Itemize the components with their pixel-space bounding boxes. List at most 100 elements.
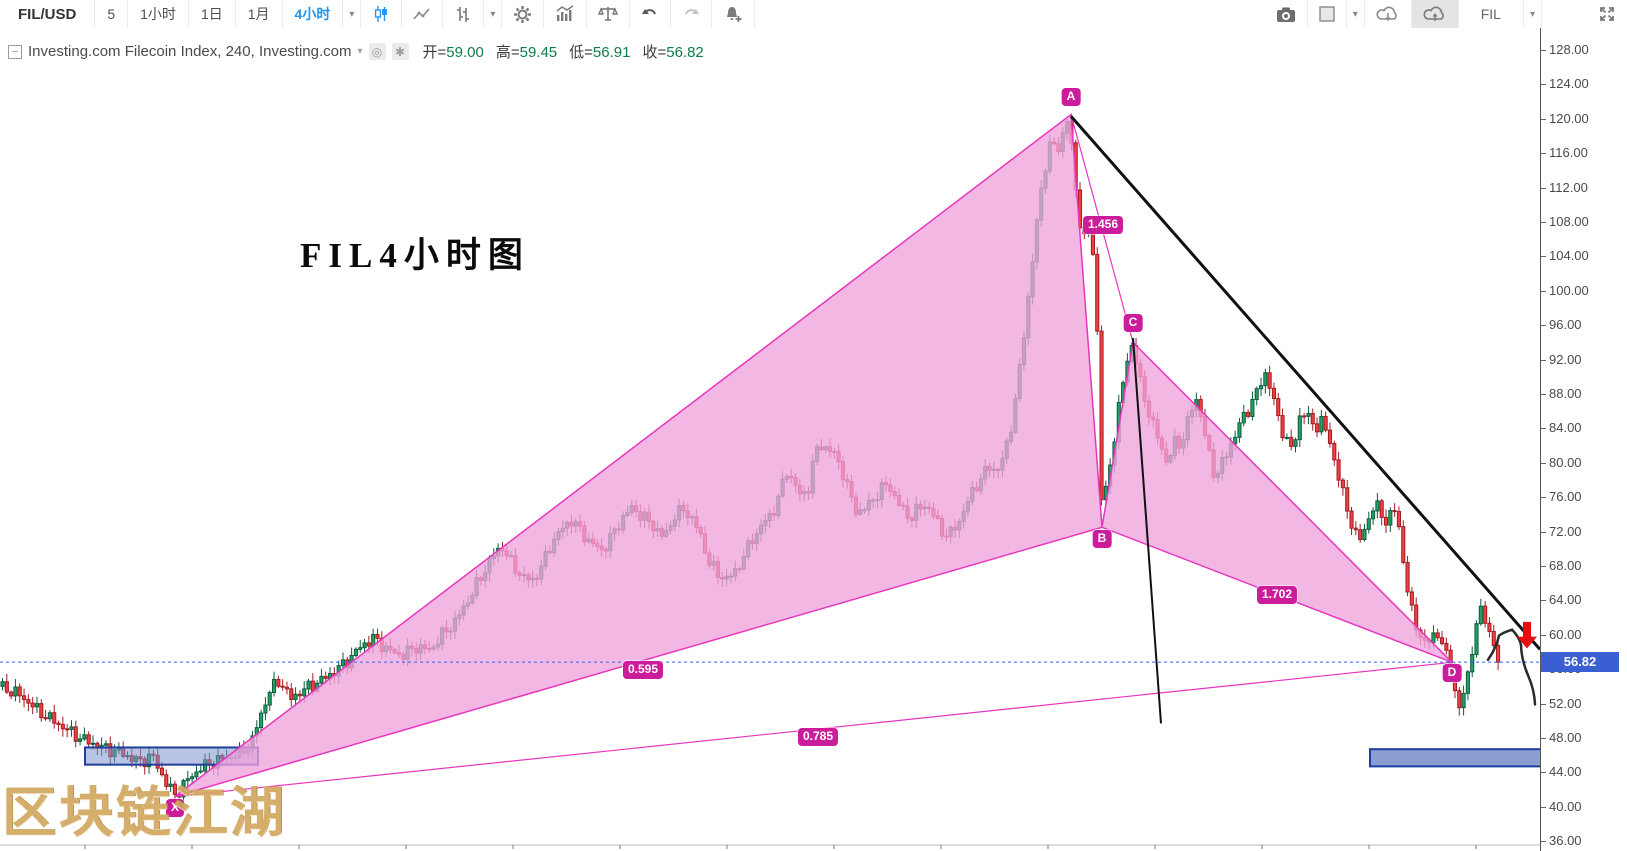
gear-icon: [514, 5, 532, 23]
interval-5m-button[interactable]: 5: [95, 0, 129, 28]
fullscreen-icon: [1600, 7, 1614, 21]
price-tick: 120.00: [1541, 110, 1589, 126]
price-tick: 128.00: [1541, 42, 1589, 57]
pattern-point-A[interactable]: A: [1061, 87, 1081, 106]
price-tick: 80.00: [1541, 454, 1582, 470]
price-tick: 44.00: [1541, 764, 1582, 780]
price-tick: 36.00: [1541, 833, 1582, 849]
layout-square-icon: [1319, 6, 1335, 22]
price-tick: 76.00: [1541, 489, 1582, 505]
chart-type-candles-button[interactable]: [361, 0, 403, 28]
save-chart-button[interactable]: [1411, 0, 1459, 28]
price-tick: 108.00: [1541, 214, 1589, 229]
redo-button[interactable]: [671, 0, 713, 28]
redo-arrow-icon: [685, 9, 700, 15]
interval-dropdown-caret[interactable]: ▾: [343, 0, 362, 28]
price-tick: 124.00: [1541, 76, 1589, 92]
low-value: 56.91: [592, 44, 631, 61]
interval-4h-button[interactable]: 4小时: [282, 0, 344, 28]
price-tick: 100.00: [1541, 282, 1589, 298]
interval-1h-button[interactable]: 1小时: [128, 0, 189, 28]
close-value: 56.82: [666, 44, 704, 61]
chart-type-caret[interactable]: ▾: [484, 0, 503, 28]
price-tick: 60.00: [1541, 626, 1582, 642]
legend-title[interactable]: Investing.com Filecoin Index, 240, Inves…: [28, 43, 352, 60]
top-toolbar: FIL/USD 5 1小时 1日 1月 4小时 ▾: [0, 0, 1627, 29]
layout-caret[interactable]: ▾: [1346, 0, 1365, 28]
legend-collapse-icon[interactable]: –: [8, 44, 22, 59]
price-tick: 52.00: [1541, 695, 1582, 711]
scales-icon: [598, 7, 619, 21]
ohlc-bars-icon: [457, 7, 470, 22]
pattern-point-D[interactable]: D: [1442, 664, 1462, 683]
ratio-label-0.595[interactable]: 0.595: [622, 661, 664, 680]
price-tick: 48.00: [1541, 730, 1582, 745]
legend-settings-button[interactable]: ✱: [391, 43, 409, 60]
watermark-text: 区块链江湖: [2, 783, 287, 843]
red-down-arrow[interactable]: [1517, 621, 1537, 649]
high-value: 59.45: [519, 44, 558, 61]
line-chart-icon: [413, 8, 430, 20]
open-value: 59.00: [446, 44, 484, 61]
current-price-badge: 56.82: [1541, 652, 1619, 673]
open-label: 开=: [422, 44, 447, 61]
symbol-label[interactable]: FIL/USD: [0, 0, 96, 28]
pattern-point-B[interactable]: B: [1092, 530, 1112, 549]
interval-1d-button[interactable]: 1日: [188, 0, 236, 28]
support-zone[interactable]: [1369, 748, 1540, 768]
chart-type-line-button[interactable]: [402, 0, 444, 28]
harmonic-pattern[interactable]: [174, 113, 1453, 798]
price-axis[interactable]: 56.82 128.00 124.00 120.00 116.00 112.00 108.…: [1540, 28, 1627, 851]
legend-eye-button[interactable]: ◎: [368, 43, 386, 60]
price-tick: 64.00: [1541, 592, 1582, 608]
price-tick: 84.00: [1541, 420, 1582, 436]
low-label: 低=: [569, 44, 593, 61]
ratio-label-1.702[interactable]: 1.702: [1256, 586, 1298, 605]
indicators-button[interactable]: [544, 0, 588, 28]
price-tick: 112.00: [1541, 179, 1588, 195]
candlestick-icon: [375, 6, 388, 22]
legend-caret-icon[interactable]: ▾: [357, 46, 363, 57]
interval-1mo-button[interactable]: 1月: [235, 0, 283, 28]
ratio-label-1.456[interactable]: 1.456: [1082, 216, 1124, 235]
high-label: 高=: [495, 44, 520, 61]
price-tick: 96.00: [1541, 317, 1582, 333]
cloud-upload-icon: [1423, 6, 1444, 21]
price-tick: 88.00: [1541, 386, 1582, 401]
price-tick: 40.00: [1541, 798, 1582, 814]
price-tick: 104.00: [1541, 248, 1589, 264]
cloud-download-icon: [1376, 6, 1397, 21]
chart-type-bars-button[interactable]: [443, 0, 485, 28]
price-tick: 116.00: [1541, 145, 1588, 161]
fullscreen-button[interactable]: [1587, 0, 1627, 28]
steep-breakdown-line[interactable]: [1132, 338, 1162, 724]
saved-chart-name[interactable]: FIL: [1458, 0, 1524, 28]
load-chart-button[interactable]: [1364, 0, 1412, 28]
chart-annotation-title[interactable]: FIL4小时图: [300, 236, 530, 275]
descending-trendline[interactable]: [1069, 115, 1540, 651]
undo-arrow-icon: [642, 9, 657, 15]
ratio-label-0.785[interactable]: 0.785: [797, 728, 839, 747]
indicators-icon: [556, 5, 574, 21]
chart-pane[interactable]: – Investing.com Filecoin Index, 240, Inv…: [0, 28, 1540, 851]
close-label: 收=: [642, 44, 667, 61]
toolbar-spacer: [755, 0, 1265, 28]
price-tick: 92.00: [1541, 351, 1582, 367]
alert-button[interactable]: [712, 0, 756, 28]
settings-button[interactable]: [502, 0, 545, 28]
camera-icon: [1276, 7, 1295, 22]
pattern-point-C[interactable]: C: [1123, 314, 1143, 333]
saved-chart-caret[interactable]: ▾: [1523, 0, 1542, 28]
bell-plus-icon: [727, 7, 742, 22]
compare-button[interactable]: [587, 0, 631, 28]
price-tick: 68.00: [1541, 558, 1582, 573]
layout-button[interactable]: [1307, 0, 1347, 28]
undo-button[interactable]: [630, 0, 672, 28]
chart-legend: – Investing.com Filecoin Index, 240, Inv…: [8, 41, 704, 62]
ohlc-readout: 开=59.00 高=59.45 低=56.91 收=56.82: [423, 41, 704, 62]
price-tick: 72.00: [1541, 523, 1582, 539]
chart-canvas[interactable]: [0, 28, 1540, 851]
pattern-point-X[interactable]: X: [165, 799, 185, 818]
snapshot-button[interactable]: [1264, 0, 1308, 28]
